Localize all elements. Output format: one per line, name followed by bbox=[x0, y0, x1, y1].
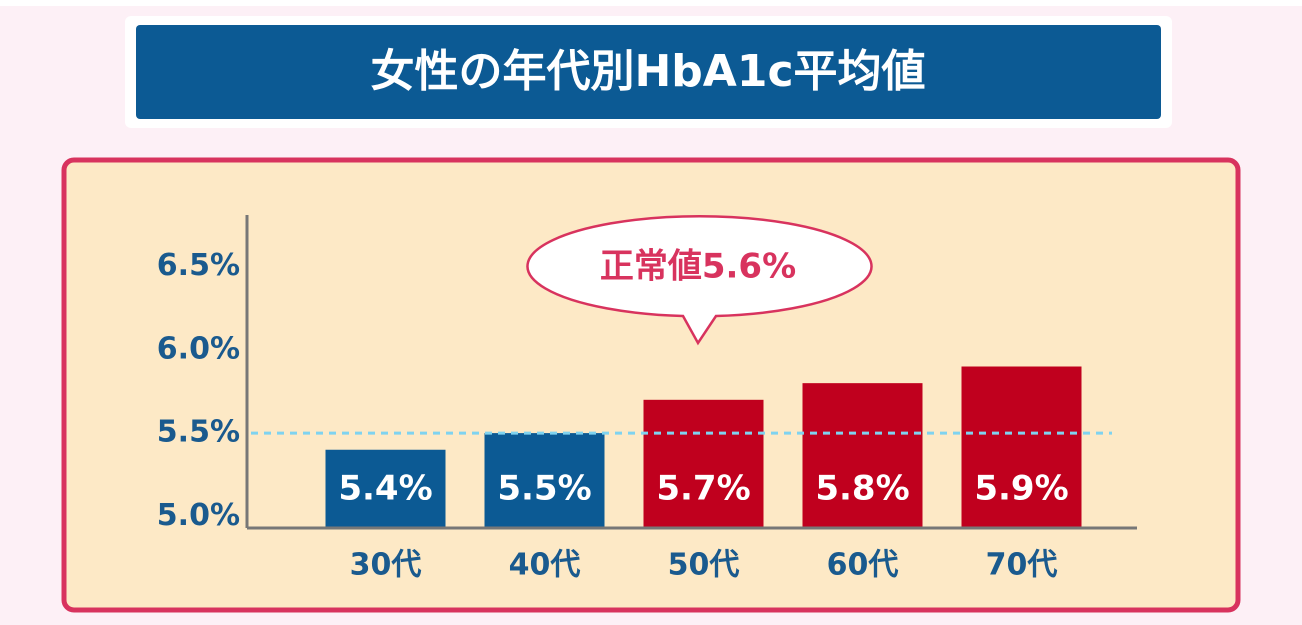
value-label: 5.9% bbox=[974, 469, 1068, 509]
top-strip bbox=[0, 0, 1302, 6]
y-tick-label: 6.0% bbox=[157, 331, 240, 366]
annotation: 正常値5.6% bbox=[600, 247, 796, 287]
x-tick-label: 70代 bbox=[986, 548, 1058, 583]
bar bbox=[961, 366, 1082, 528]
y-tick-label: 6.5% bbox=[157, 248, 240, 283]
x-tick-label: 60代 bbox=[827, 548, 899, 583]
bar bbox=[802, 383, 923, 528]
value-label: 5.7% bbox=[656, 469, 750, 509]
chart-title: 女性の年代別HbA1c平均値 bbox=[370, 46, 925, 97]
y-tick-label: 5.5% bbox=[157, 415, 240, 450]
plot: 5.0% 5.5% 6.0% 6.5% 5.4% 30代 5.5% 40代 5.7% 50代 5.8… bbox=[157, 215, 1137, 583]
bar bbox=[643, 399, 764, 528]
value-label: 5.8% bbox=[815, 469, 909, 509]
x-tick-label: 40代 bbox=[509, 548, 581, 583]
value-label: 5.4% bbox=[338, 469, 432, 509]
y-tick-label: 5.0% bbox=[157, 498, 240, 533]
x-tick-label: 30代 bbox=[350, 548, 422, 583]
title-box bbox=[136, 25, 1161, 119]
value-label: 5.5% bbox=[497, 469, 591, 509]
bar bbox=[484, 433, 605, 528]
bar bbox=[325, 449, 446, 528]
x-tick-label: 50代 bbox=[668, 548, 740, 583]
callout-bubble bbox=[526, 214, 873, 346]
